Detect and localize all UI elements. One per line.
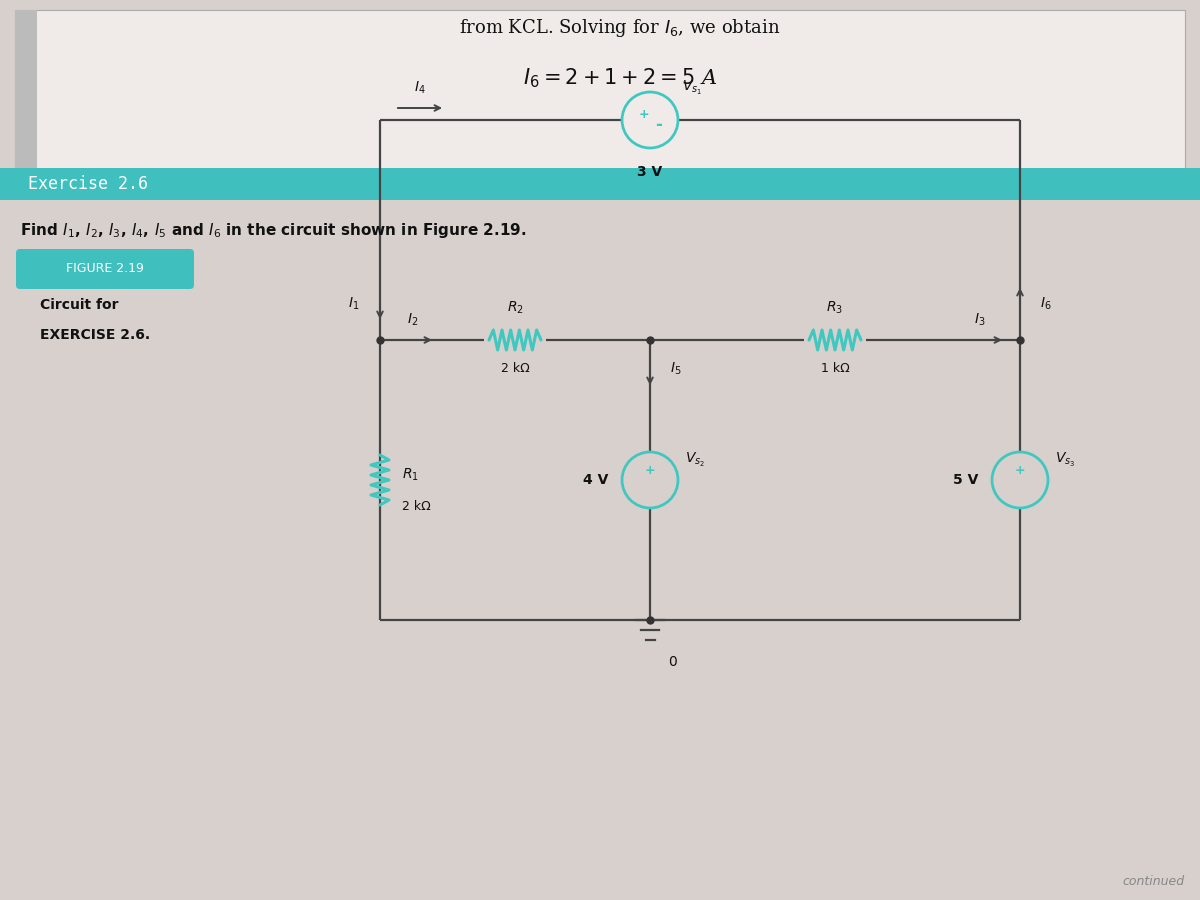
- FancyBboxPatch shape: [14, 10, 37, 170]
- Text: 3 V: 3 V: [637, 165, 662, 179]
- Text: continued: continued: [1123, 875, 1186, 888]
- Text: 1 kΩ: 1 kΩ: [821, 362, 850, 375]
- Text: $V_{s_2}$: $V_{s_2}$: [685, 451, 706, 469]
- Text: $V_{s_3}$: $V_{s_3}$: [1055, 451, 1075, 469]
- Text: $R_1$: $R_1$: [402, 467, 419, 483]
- Text: $I_5$: $I_5$: [671, 361, 682, 377]
- Text: $R_2$: $R_2$: [506, 300, 523, 316]
- Text: from KCL. Solving for $I_6$, we obtain: from KCL. Solving for $I_6$, we obtain: [460, 17, 781, 39]
- FancyBboxPatch shape: [16, 249, 194, 289]
- Text: -: -: [655, 116, 662, 134]
- Text: 2 kΩ: 2 kΩ: [402, 500, 431, 513]
- Text: $I_4$: $I_4$: [414, 80, 426, 96]
- Text: +: +: [644, 464, 655, 476]
- FancyBboxPatch shape: [0, 168, 1200, 200]
- Text: $R_3$: $R_3$: [827, 300, 844, 316]
- FancyBboxPatch shape: [14, 10, 1186, 170]
- Text: EXERCISE 2.6.: EXERCISE 2.6.: [40, 328, 150, 342]
- Text: Exercise 2.6: Exercise 2.6: [28, 175, 148, 193]
- Text: $I_6 = 2 + 1 + 2 = 5$ A: $I_6 = 2 + 1 + 2 = 5$ A: [523, 67, 718, 90]
- Text: FIGURE 2.19: FIGURE 2.19: [66, 263, 144, 275]
- Text: +: +: [638, 109, 649, 122]
- Text: 0: 0: [668, 655, 677, 669]
- Text: Find $I_1$, $I_2$, $I_3$, $I_4$, $I_5$ and $I_6$ in the circuit shown in Figure : Find $I_1$, $I_2$, $I_3$, $I_4$, $I_5$ a…: [20, 220, 527, 239]
- Text: Circuit for: Circuit for: [40, 298, 119, 312]
- Text: $I_6$: $I_6$: [1040, 295, 1051, 311]
- Text: +: +: [1015, 464, 1025, 476]
- Text: $I_2$: $I_2$: [407, 311, 418, 328]
- Text: $I_1$: $I_1$: [348, 295, 360, 311]
- Text: $I_3$: $I_3$: [974, 311, 985, 328]
- Text: 5 V: 5 V: [953, 473, 978, 487]
- Text: 2 kΩ: 2 kΩ: [500, 362, 529, 375]
- Text: 4 V: 4 V: [583, 473, 608, 487]
- Text: $V_{s_1}$: $V_{s_1}$: [682, 79, 702, 97]
